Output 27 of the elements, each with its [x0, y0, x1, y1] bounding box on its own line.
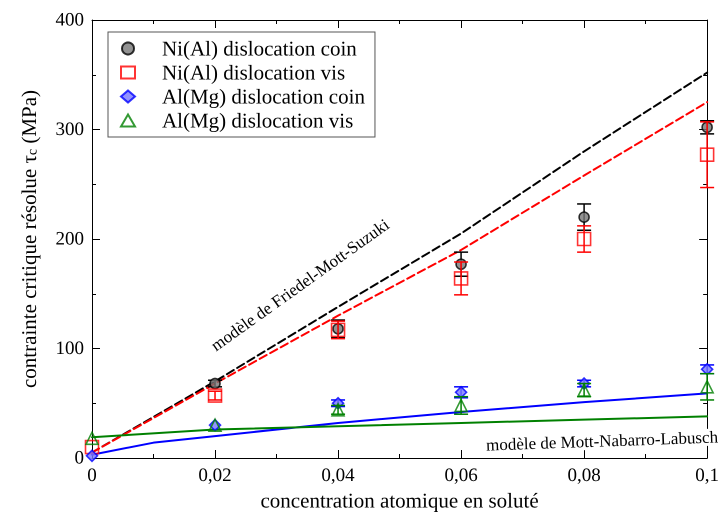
point: [84, 440, 100, 454]
point: [454, 398, 468, 412]
point: [576, 232, 592, 246]
point: [85, 431, 99, 446]
x-tick-label: 0,1: [695, 465, 719, 486]
y-tick-label: 100: [56, 338, 84, 359]
point: [86, 450, 98, 462]
point: [454, 271, 468, 286]
y-tick-label: 300: [56, 119, 84, 140]
y-tick-label: 200: [56, 228, 84, 250]
y-axis-title: contrainte critique résolue τc (MPa): [17, 90, 41, 388]
x-tick-label: 0,08: [567, 465, 601, 486]
x-tick-label: 0,02: [198, 465, 232, 486]
x-tick-label: 0,04: [321, 465, 356, 486]
legend-label: Al(Mg) dislocation coin: [162, 84, 366, 108]
x-tick-label: 0: [87, 465, 97, 486]
legend-label: Al(Mg) dislocation vis: [162, 108, 354, 132]
point: [700, 147, 714, 162]
x-tick-label: 0,06: [444, 465, 478, 486]
y-tick-label: 400: [56, 10, 84, 30]
x-axis-title: concentration atomique en soluté: [260, 488, 539, 512]
y-tick-label: 0: [74, 448, 84, 468]
legend-label: Ni(Al) dislocation coin: [162, 36, 358, 60]
point: [700, 380, 714, 394]
annotation: modèle de Mott-Nabarro-Labusch: [486, 427, 719, 455]
legend-label: Ni(Al) dislocation vis: [162, 60, 346, 84]
point: [578, 211, 590, 223]
